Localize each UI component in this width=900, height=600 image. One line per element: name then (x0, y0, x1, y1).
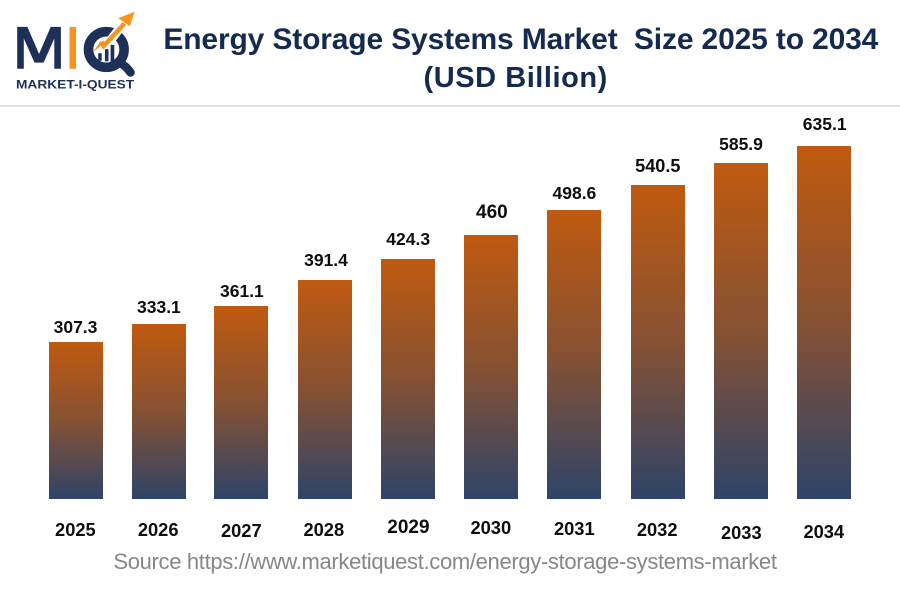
svg-text:MARKET-I-QUEST: MARKET-I-QUEST (16, 78, 134, 91)
